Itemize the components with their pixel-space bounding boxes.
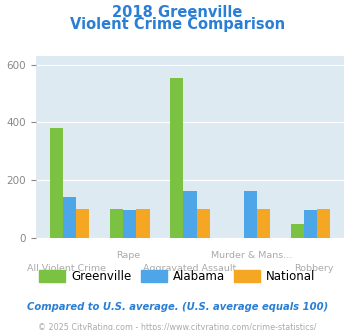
- Text: Robbery: Robbery: [294, 264, 333, 273]
- Text: 2018 Greenville: 2018 Greenville: [112, 5, 243, 20]
- Legend: Greenville, Alabama, National: Greenville, Alabama, National: [35, 265, 320, 287]
- Bar: [304, 210, 317, 238]
- Bar: [244, 191, 257, 238]
- Bar: [63, 197, 76, 238]
- Bar: [123, 210, 136, 238]
- Bar: [317, 209, 330, 238]
- Bar: [257, 209, 270, 238]
- Text: All Violent Crime: All Violent Crime: [27, 264, 106, 273]
- Bar: [290, 224, 304, 238]
- Text: Murder & Mans...: Murder & Mans...: [211, 251, 292, 260]
- Bar: [110, 209, 123, 238]
- Text: Rape: Rape: [116, 251, 140, 260]
- Bar: [170, 78, 183, 238]
- Bar: [183, 191, 197, 238]
- Bar: [136, 209, 149, 238]
- Bar: [197, 209, 210, 238]
- Text: © 2025 CityRating.com - https://www.cityrating.com/crime-statistics/: © 2025 CityRating.com - https://www.city…: [38, 323, 317, 330]
- Bar: [50, 128, 63, 238]
- Bar: [76, 209, 89, 238]
- Text: Violent Crime Comparison: Violent Crime Comparison: [70, 16, 285, 31]
- Text: Aggravated Assault: Aggravated Assault: [143, 264, 236, 273]
- Text: Compared to U.S. average. (U.S. average equals 100): Compared to U.S. average. (U.S. average …: [27, 302, 328, 312]
